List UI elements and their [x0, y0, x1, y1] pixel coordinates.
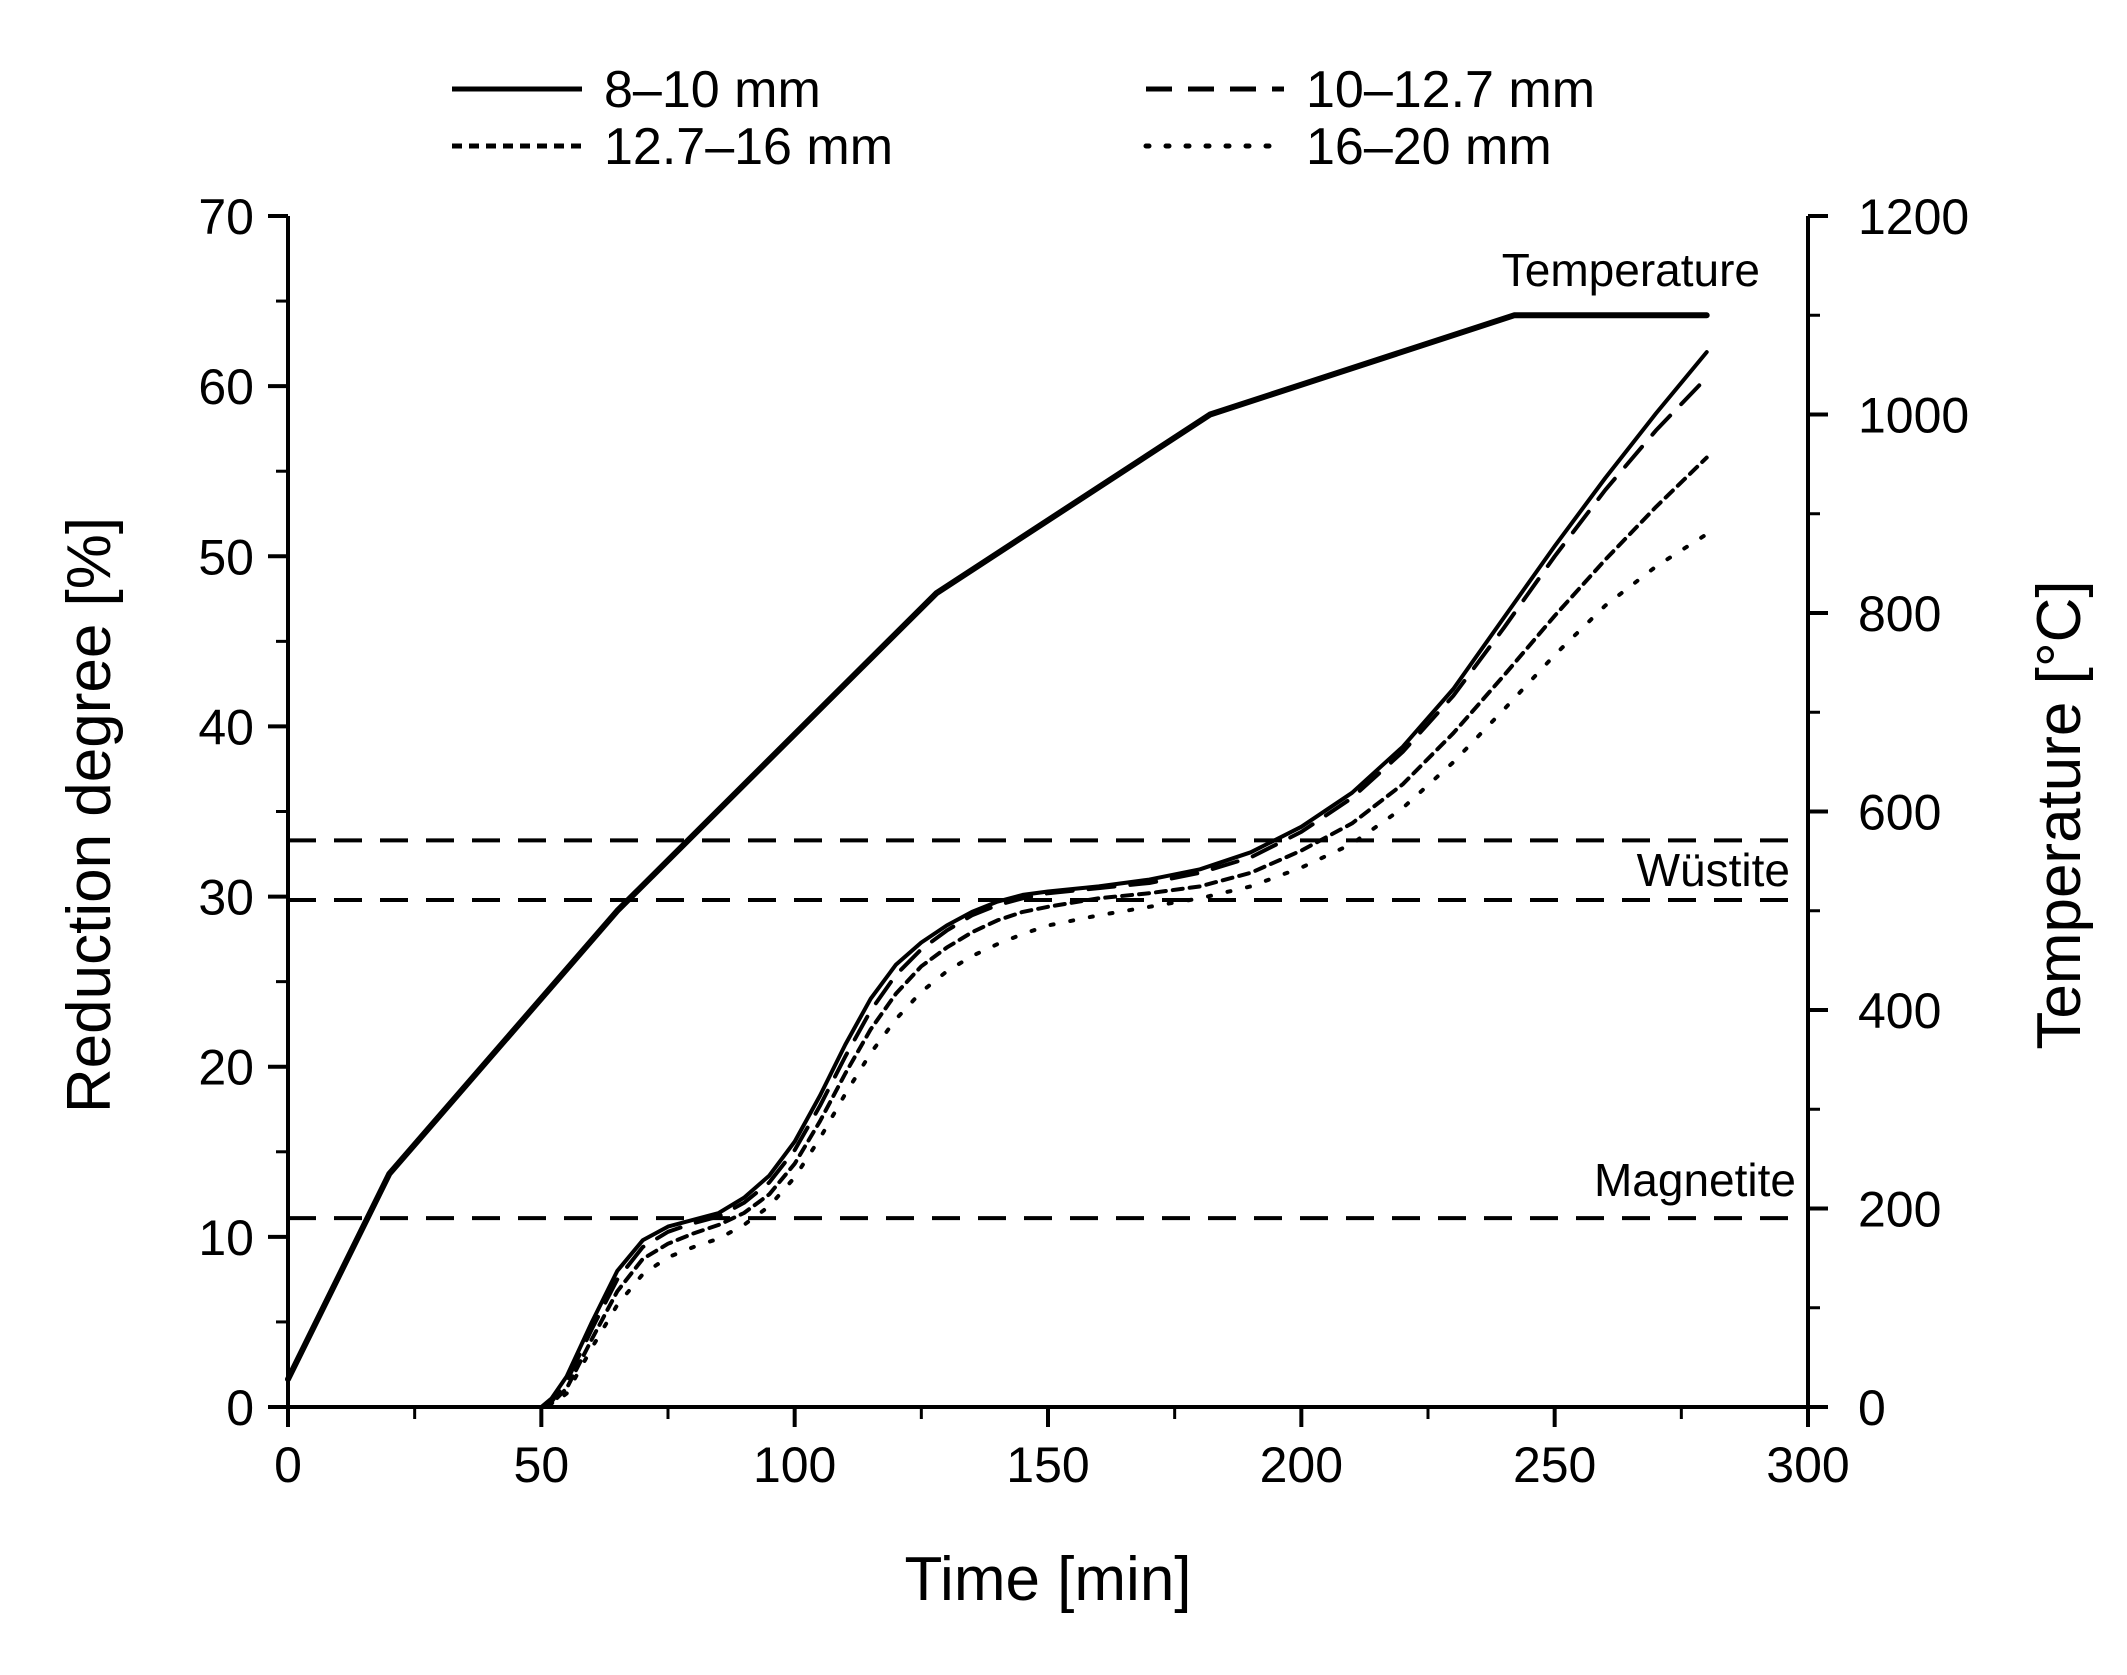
legend: 8–10 mm 10–12.7 mm 12.7–16 mm 16–20 mm	[452, 61, 1595, 176]
reference-lines	[288, 838, 1808, 1221]
right-y-axis-title: Temperature [°C]	[2025, 580, 2094, 1049]
legend-label-12.7-16: 12.7–16 mm	[604, 118, 893, 176]
legend-label-8-10: 8–10 mm	[604, 61, 821, 119]
wustite-annotation: Wüstite	[1637, 844, 1790, 896]
y-tick-label: 0	[226, 1380, 254, 1436]
series-line-10-12.7-mm	[286, 375, 1709, 1409]
y-tick-label: 50	[198, 529, 254, 585]
series-line-Temperature	[285, 312, 1710, 1383]
y2-tick-label: 1200	[1858, 189, 1969, 245]
x-axis-title: Time [min]	[904, 1545, 1191, 1614]
y-tick-label: 20	[198, 1040, 254, 1096]
temperature-annotation: Temperature	[1502, 244, 1760, 296]
y2-tick-label: 1000	[1858, 388, 1969, 444]
y-tick-label: 30	[198, 870, 254, 926]
legend-label-10-12.7: 10–12.7 mm	[1306, 61, 1595, 119]
y2-tick-label: 800	[1858, 586, 1941, 642]
y2-tick-label: 400	[1858, 983, 1941, 1039]
y2-tick-label: 200	[1858, 1182, 1941, 1238]
magnetite-annotation: Magnetite	[1594, 1154, 1796, 1206]
x-ticks: 0 50 100 150 200 250 300	[274, 1407, 1850, 1493]
left-y-ticks: 0 10 20 30 40 50 60 70	[198, 189, 288, 1436]
x-tick-label: 250	[1513, 1437, 1596, 1493]
series-line-8-10-mm	[286, 350, 1709, 1409]
x-tick-label: 200	[1260, 1437, 1343, 1493]
x-tick-label: 50	[514, 1437, 570, 1493]
series-line-12.7-16-mm	[286, 455, 1709, 1409]
y-tick-label: 10	[198, 1210, 254, 1266]
y2-tick-label: 0	[1858, 1380, 1886, 1436]
legend-label-16-20: 16–20 mm	[1306, 118, 1552, 176]
left-y-axis-title: Reduction degree [%]	[55, 517, 124, 1113]
y-tick-label: 70	[198, 189, 254, 245]
y-tick-label: 60	[198, 359, 254, 415]
x-tick-label: 0	[274, 1437, 302, 1493]
y2-tick-label: 600	[1858, 785, 1941, 841]
series-line-16-20-mm	[286, 532, 1709, 1409]
x-tick-label: 100	[753, 1437, 836, 1493]
axes	[286, 216, 1810, 1409]
right-y-ticks: 0 200 400 600 800 1000 1200	[1808, 189, 1969, 1436]
x-tick-label: 150	[1006, 1437, 1089, 1493]
series-layer	[285, 312, 1710, 1409]
y-tick-label: 40	[198, 699, 254, 755]
x-tick-label: 300	[1766, 1437, 1849, 1493]
